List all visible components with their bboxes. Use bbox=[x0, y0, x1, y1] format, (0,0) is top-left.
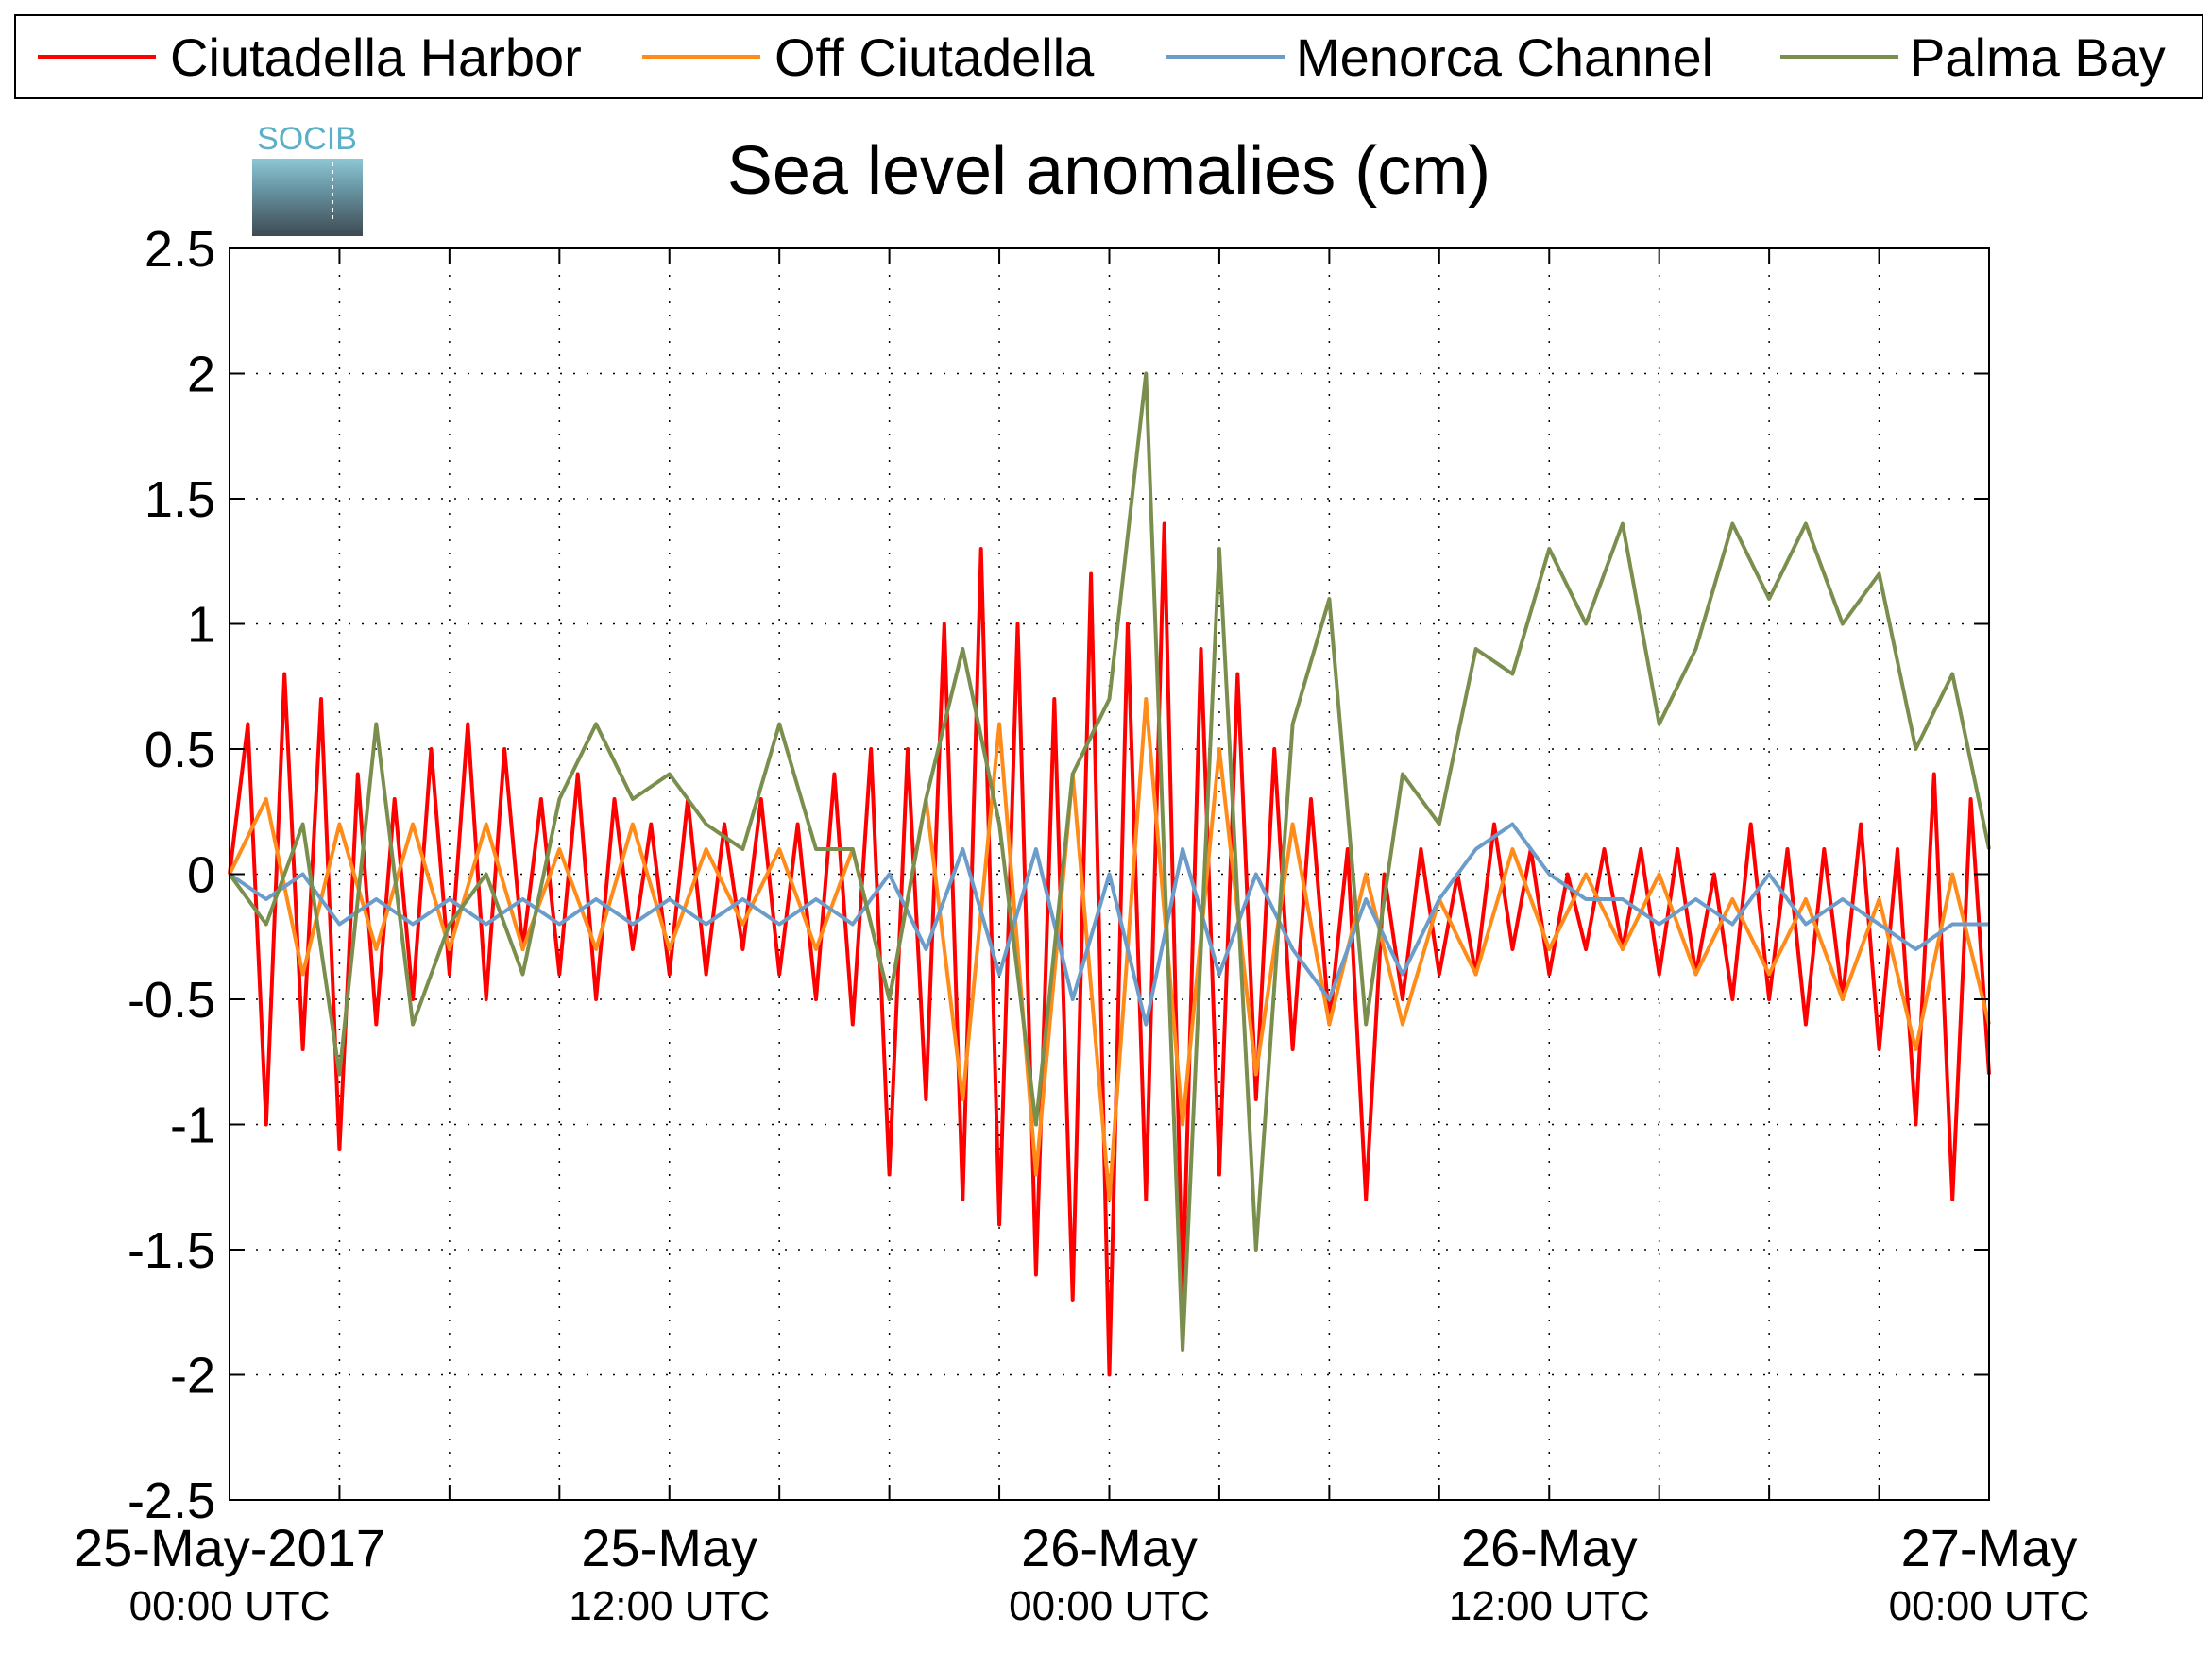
x-tick-time-label: 00:00 UTC bbox=[1009, 1583, 1210, 1629]
logo-wave-block bbox=[252, 159, 363, 236]
plot-area bbox=[228, 247, 1991, 1501]
logo-text: SOCIB bbox=[257, 121, 357, 157]
y-axis: 2.5 2 1.5 1 0.5 0 -0.5 -1 -1.5 -2 -2.5 bbox=[128, 221, 215, 1529]
y-tick-label: 1.5 bbox=[145, 471, 215, 528]
axis-ticks bbox=[230, 247, 1989, 1501]
y-tick-label: -1 bbox=[170, 1098, 215, 1154]
series-line-menorca-channel bbox=[228, 822, 1989, 1027]
y-tick-label: -2.5 bbox=[128, 1473, 215, 1529]
socib-logo: SOCIB bbox=[252, 121, 363, 236]
y-tick-label: -1.5 bbox=[128, 1222, 215, 1279]
x-tick-date-label: 27-May bbox=[1901, 1518, 2078, 1577]
x-tick-date-label: 25-May bbox=[581, 1518, 757, 1577]
y-tick-label: -0.5 bbox=[128, 972, 215, 1029]
y-tick-label: 0 bbox=[187, 847, 215, 904]
x-tick-time-label: 12:00 UTC bbox=[1449, 1583, 1650, 1629]
legend-label-palma-bay: Palma Bay bbox=[1910, 27, 2166, 87]
series-line-palma-bay bbox=[228, 371, 1991, 1352]
legend-label-menorca-channel: Menorca Channel bbox=[1296, 27, 1713, 87]
chart-title: Sea level anomalies (cm) bbox=[727, 133, 1490, 209]
x-tick-time-label: 00:00 UTC bbox=[1889, 1583, 2090, 1629]
x-tick-date-label: 25-May-2017 bbox=[74, 1518, 385, 1577]
series-group bbox=[228, 371, 1991, 1377]
legend: Ciutadella Harbor Off Ciutadella Menorca… bbox=[14, 14, 2203, 99]
x-tick-time-label: 00:00 UTC bbox=[129, 1583, 331, 1629]
x-tick-time-label: 12:00 UTC bbox=[569, 1583, 770, 1629]
x-tick-date-label: 26-May bbox=[1021, 1518, 1198, 1577]
y-tick-label: 2 bbox=[187, 347, 215, 403]
x-tick-date-label: 26-May bbox=[1461, 1518, 1638, 1577]
series-line-off-ciutadella bbox=[228, 697, 1991, 1201]
y-tick-label: -2 bbox=[170, 1348, 215, 1405]
y-tick-label: 0.5 bbox=[145, 722, 215, 778]
y-tick-label: 2.5 bbox=[145, 221, 215, 278]
legend-label-off-ciutadella: Off Ciutadella bbox=[774, 27, 1095, 87]
legend-label-ciutadella-harbor: Ciutadella Harbor bbox=[170, 27, 582, 87]
x-axis: 25-May-2017 00:00 UTC 25-May 12:00 UTC 2… bbox=[74, 1518, 2089, 1629]
y-tick-label: 1 bbox=[187, 597, 215, 654]
